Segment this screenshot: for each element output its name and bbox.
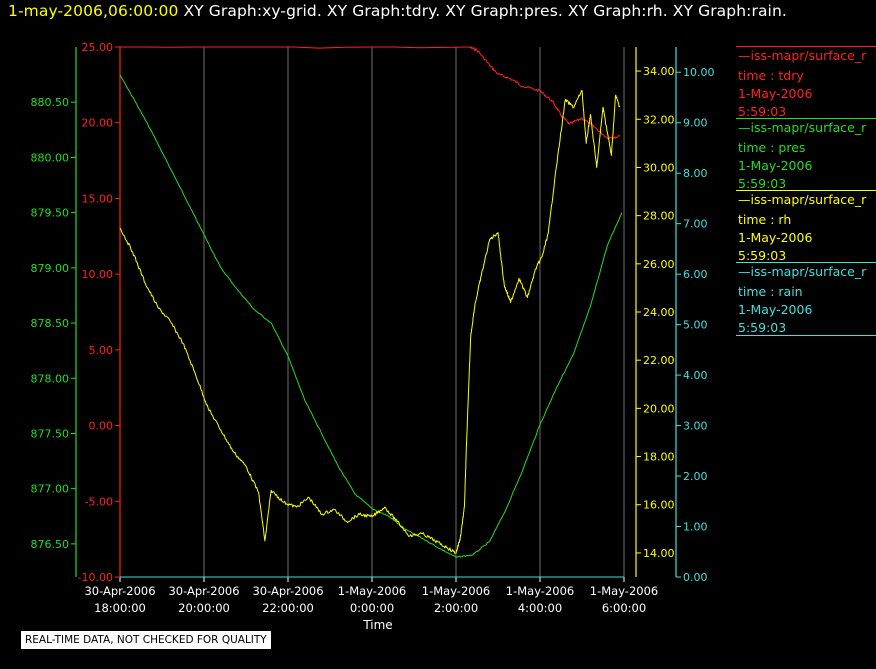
pres-tick-label: 880.00 — [31, 151, 70, 164]
rain-tick-label: 2.00 — [683, 470, 708, 483]
legend-rule — [736, 118, 876, 119]
legend: —iss-mapr/surface_r time : tdry 1-May-2006… — [736, 46, 876, 336]
x-tick-date: 30-Apr-2006 — [168, 584, 239, 598]
legend-date: 1-May-2006 — [738, 86, 813, 101]
series-lines — [119, 46, 624, 578]
grid-lines — [203, 47, 625, 577]
x-tick-date: 30-Apr-2006 — [84, 584, 155, 598]
legend-name: —iss-mapr/surface_r — [738, 192, 867, 207]
pres-tick-label: 877.50 — [31, 427, 70, 440]
rh-series-line — [119, 89, 621, 554]
tdry-series-line — [120, 46, 621, 140]
x-tick-time: 6:00:00 — [602, 601, 646, 615]
x-tick-time: 22:00:00 — [262, 601, 314, 615]
pres-tick-label: 878.00 — [31, 372, 70, 385]
rh-tick-label: 24.00 — [643, 306, 675, 319]
tdry-tick-label: -5.00 — [85, 495, 113, 508]
pres-tick-label: 878.50 — [31, 317, 70, 330]
rain-tick-label: 9.00 — [683, 117, 708, 130]
x-axis-label: Time — [362, 618, 392, 632]
title-time: 1-may-2006,06:00:00 — [8, 2, 179, 20]
rh-tick-label: 20.00 — [643, 402, 675, 415]
tdry-tick-label: 0.00 — [89, 420, 114, 433]
legend-var: time : pres — [738, 140, 806, 155]
legend-rule — [736, 262, 876, 263]
legend-var: time : rh — [738, 212, 792, 227]
x-tick-time: 20:00:00 — [178, 601, 230, 615]
legend-time: 5:59:03 — [738, 320, 787, 335]
rh-tick-label: 18.00 — [643, 451, 675, 464]
tdry-tick-label: 5.00 — [89, 344, 114, 357]
rain-tick-label: 5.00 — [683, 319, 708, 332]
x-tick-date: 1-May-2006 — [590, 584, 658, 598]
rain-tick-label: 7.00 — [683, 218, 708, 231]
pres-tick-label: 877.00 — [31, 483, 70, 496]
tdry-tick-label: 25.00 — [82, 41, 114, 54]
legend-rule — [736, 335, 876, 336]
legend-date: 1-May-2006 — [738, 230, 813, 245]
tdry-tick-label: 10.00 — [82, 268, 114, 281]
legend-var: time : rain — [738, 284, 803, 299]
x-tick-time: 4:00:00 — [518, 601, 562, 615]
legend-time: 5:59:03 — [738, 176, 787, 191]
tdry-tick-label: -10.00 — [78, 571, 113, 584]
x-tick-date: 1-May-2006 — [506, 584, 574, 598]
rh-tick-label: 28.00 — [643, 210, 675, 223]
x-tick-time: 0:00:00 — [350, 601, 394, 615]
legend-var: time : tdry — [738, 68, 804, 83]
pres-tick-label: 879.50 — [31, 207, 70, 220]
legend-date: 1-May-2006 — [738, 158, 813, 173]
legend-name: —iss-mapr/surface_r — [738, 264, 867, 279]
rh-tick-label: 26.00 — [643, 258, 675, 271]
legend-time: 5:59:03 — [738, 248, 787, 263]
x-tick-date: 1-May-2006 — [422, 584, 490, 598]
x-tick-date: 30-Apr-2006 — [252, 584, 323, 598]
rh-tick-label: 16.00 — [643, 499, 675, 512]
x-tick-date: 1-May-2006 — [338, 584, 406, 598]
rh-tick-label: 22.00 — [643, 354, 675, 367]
axes: 30-Apr-2006 18:00:00 30-Apr-2006 20:00:00 30… — [31, 41, 715, 615]
rh-tick-label: 32.00 — [643, 113, 675, 126]
x-tick-time: 18:00:00 — [94, 601, 146, 615]
legend-name: —iss-mapr/surface_r — [738, 48, 867, 63]
rain-tick-label: 0.00 — [683, 571, 708, 584]
title-graphs: XY Graph:xy-grid. XY Graph:tdry. XY Grap… — [183, 2, 787, 20]
rain-tick-label: 10.00 — [683, 66, 715, 79]
pres-series-line — [119, 74, 623, 558]
legend-rule — [736, 190, 876, 191]
rain-tick-label: 1.00 — [683, 521, 708, 534]
legend-name: —iss-mapr/surface_r — [738, 120, 867, 135]
legend-date: 1-May-2006 — [738, 302, 813, 317]
legend-time: 5:59:03 — [738, 104, 787, 119]
pres-tick-label: 880.50 — [31, 96, 70, 109]
tdry-tick-label: 15.00 — [82, 192, 114, 205]
rain-tick-label: 4.00 — [683, 369, 708, 382]
rh-tick-label: 34.00 — [643, 65, 675, 78]
rh-tick-label: 30.00 — [643, 161, 675, 174]
rain-tick-label: 3.00 — [683, 420, 708, 433]
rain-tick-label: 8.00 — [683, 167, 708, 180]
tdry-tick-label: 20.00 — [82, 117, 114, 130]
rain-tick-label: 6.00 — [683, 268, 708, 281]
legend-rule — [736, 46, 876, 47]
quality-note: REAL-TIME DATA, NOT CHECKED FOR QUALITY — [20, 630, 272, 650]
pres-tick-label: 876.50 — [31, 538, 70, 551]
window-title: 1-may-2006,06:00:00 XY Graph:xy-grid. XY… — [8, 2, 787, 20]
pres-tick-label: 879.00 — [31, 262, 70, 275]
rh-tick-label: 14.00 — [643, 547, 675, 560]
x-tick-time: 2:00:00 — [434, 601, 478, 615]
